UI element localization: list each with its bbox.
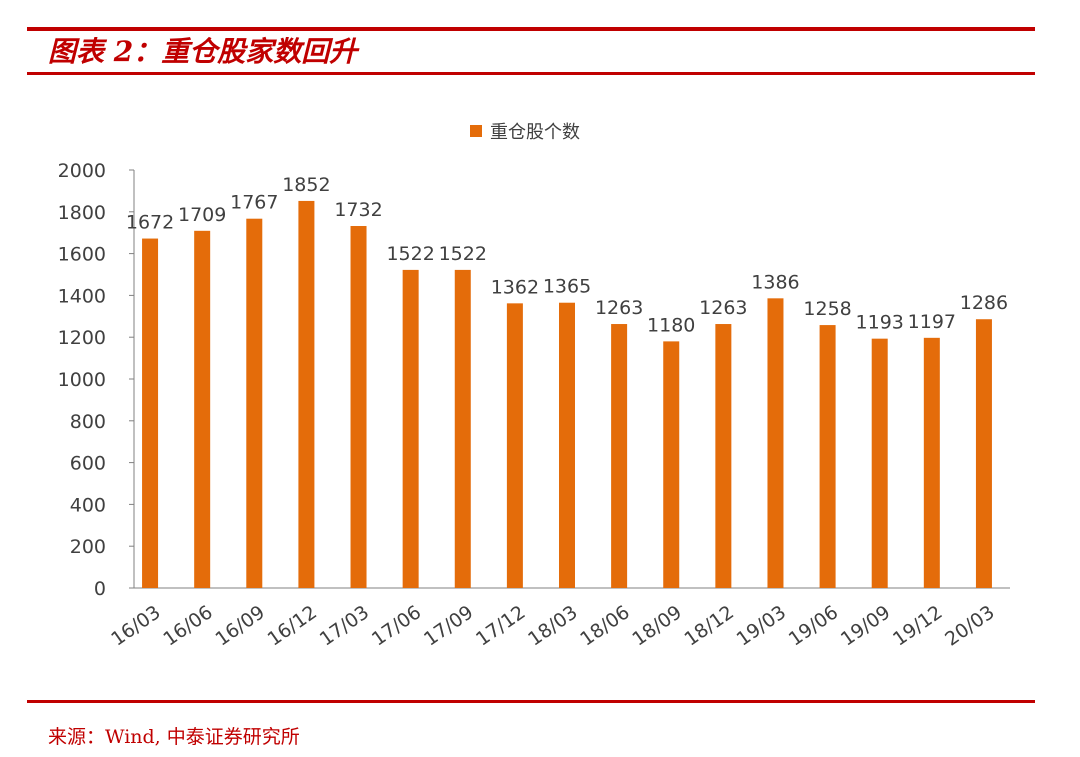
x-tick-label: 18/03 [524, 601, 581, 650]
x-tick-label: 20/03 [941, 601, 998, 650]
bar [559, 302, 575, 588]
data-label: 1852 [282, 174, 330, 196]
x-tick-label: 19/12 [889, 601, 946, 650]
data-label: 1709 [178, 204, 226, 226]
x-tick-label: 19/03 [733, 601, 790, 650]
data-label: 1522 [439, 243, 487, 265]
bar [767, 298, 784, 588]
legend-label: 重仓股个数 [490, 122, 580, 143]
bar [350, 226, 367, 588]
y-tick-label: 1600 [58, 244, 106, 266]
bar [715, 324, 732, 588]
x-tick-label: 16/09 [211, 601, 268, 650]
y-tick-label: 0 [94, 578, 106, 600]
bar [975, 319, 992, 588]
data-label: 1522 [386, 243, 434, 265]
bar [194, 230, 211, 588]
data-label: 1362 [491, 276, 539, 298]
bar [454, 269, 471, 588]
x-tick-label: 19/09 [837, 601, 894, 650]
y-tick-label: 2000 [58, 160, 106, 182]
y-tick-label: 200 [70, 536, 106, 558]
y-tick-label: 1400 [58, 285, 106, 307]
x-tick-label: 16/06 [159, 601, 216, 650]
bar [819, 325, 836, 588]
y-tick-label: 1200 [58, 327, 106, 349]
page-title: 图表 2：重仓股家数回升 [48, 35, 358, 68]
bar [142, 238, 159, 588]
data-label: 1263 [595, 297, 643, 319]
x-tick-label: 18/06 [576, 601, 633, 650]
x-tick-label: 18/09 [628, 601, 685, 650]
y-tick-label: 1800 [58, 202, 106, 224]
source-note: 来源：Wind, 中泰证券研究所 [48, 726, 300, 748]
x-tick-label: 19/06 [785, 601, 842, 650]
bar [663, 341, 680, 588]
title-underline [27, 72, 1035, 75]
x-tick-label: 16/12 [264, 601, 321, 650]
y-tick-label: 600 [70, 453, 106, 475]
data-label: 1197 [908, 311, 956, 333]
bar [611, 324, 628, 588]
chart-legend: 重仓股个数 [470, 118, 580, 144]
data-label: 1258 [803, 298, 851, 320]
data-label: 1672 [126, 212, 174, 234]
bar [298, 200, 315, 588]
bar [246, 218, 263, 588]
data-label: 1286 [960, 292, 1008, 314]
bar [506, 303, 523, 588]
data-label: 1767 [230, 192, 278, 214]
top-rule [27, 27, 1035, 31]
legend-swatch [470, 125, 482, 137]
x-tick-label: 17/12 [472, 601, 529, 650]
y-tick-label: 800 [70, 411, 106, 433]
x-tick-label: 17/03 [316, 601, 373, 650]
data-label: 1386 [751, 271, 799, 293]
y-tick-label: 1000 [58, 369, 106, 391]
data-label: 1180 [647, 314, 695, 336]
x-tick-label: 17/09 [420, 601, 477, 650]
data-label: 1193 [856, 312, 904, 334]
x-tick-label: 17/06 [368, 601, 425, 650]
x-tick-label: 18/12 [681, 601, 738, 650]
bar-chart: 0 200 400 600 800 1000 1200 1400 1600 1800 2000 167… [58, 160, 1010, 651]
x-tick-label: 16/03 [107, 601, 164, 650]
bar [402, 269, 419, 588]
bar [871, 338, 888, 588]
bar [923, 337, 940, 588]
bottom-rule [27, 700, 1035, 703]
y-tick-label: 400 [70, 494, 106, 516]
data-label: 1732 [334, 199, 382, 221]
data-label: 1365 [543, 276, 591, 298]
data-label: 1263 [699, 297, 747, 319]
